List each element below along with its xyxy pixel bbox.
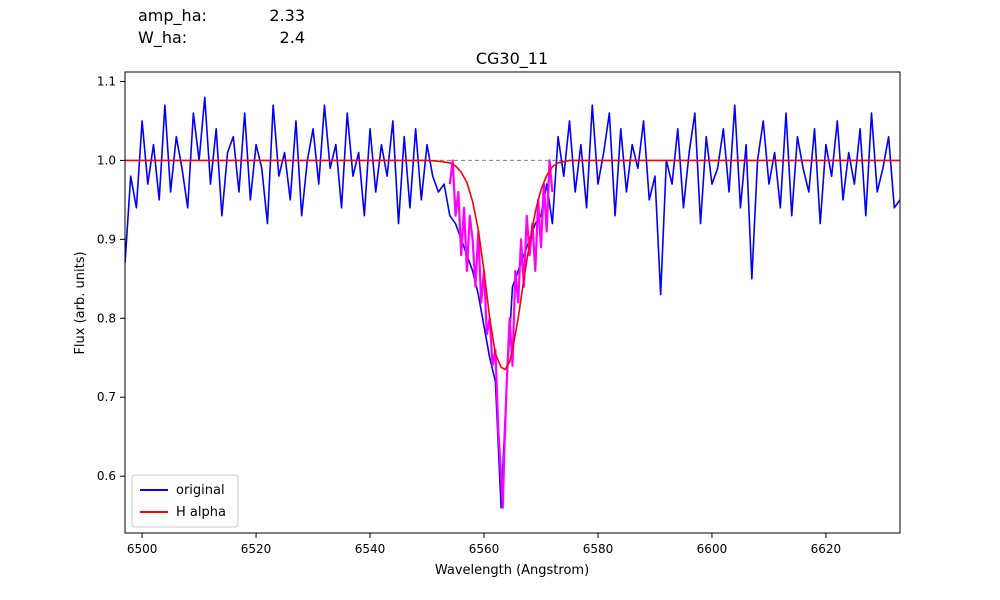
- plot-area: [125, 96, 900, 509]
- chart-title: CG30_11: [476, 49, 548, 69]
- x-tick-label: 6580: [583, 542, 614, 556]
- legend-entry-label: H alpha: [176, 505, 226, 520]
- x-tick-label: 6600: [697, 542, 728, 556]
- y-axis-label: Flux (arb. units): [73, 251, 88, 354]
- fit-annotations: amp_ha: 2.33 W_ha: 2.4: [138, 5, 305, 49]
- annotation-value: 2.4: [279, 28, 305, 47]
- x-tick-label: 6500: [127, 542, 158, 556]
- y-tick-label: 0.9: [97, 232, 116, 246]
- y-tick-label: 1.0: [97, 153, 116, 167]
- series-line-original: [125, 96, 900, 509]
- legend-entry-label: original: [176, 483, 225, 498]
- annotation-amp-ha: amp_ha: 2.33: [138, 5, 305, 27]
- x-tick-label: 6540: [355, 542, 386, 556]
- annotation-label: amp_ha:: [138, 6, 207, 25]
- axes-frame: [124, 71, 901, 534]
- y-tick-label: 0.8: [97, 311, 116, 325]
- annotation-label: W_ha:: [138, 28, 188, 47]
- series-line-fit-region: [448, 159, 554, 509]
- y-tick-label: 1.1: [97, 74, 116, 88]
- y-tick-label: 0.6: [97, 469, 116, 483]
- x-axis-label: Wavelength (Angstrom): [435, 563, 589, 578]
- x-tick-label: 6560: [469, 542, 500, 556]
- annotation-value: 2.33: [269, 6, 305, 25]
- plot-clip-group: [125, 96, 900, 509]
- legend-box: [131, 474, 239, 528]
- y-tick-label: 0.7: [97, 390, 116, 404]
- axes: 6500 6520 6540 6560 6580 6600 6620 0.6 0.7 0.8 0.9…: [97, 71, 901, 556]
- legend: original H alpha: [131, 474, 239, 528]
- x-tick-label: 6620: [811, 542, 842, 556]
- x-tick-label: 6520: [241, 542, 272, 556]
- annotation-w-ha: W_ha: 2.4: [138, 27, 305, 49]
- series-line-h-alpha: [125, 159, 900, 371]
